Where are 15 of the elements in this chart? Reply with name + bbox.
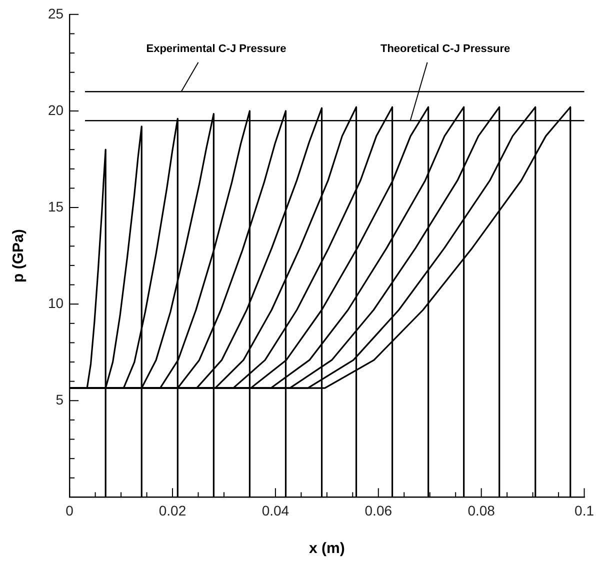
y-tick-label: 25 xyxy=(48,5,64,22)
x-tick-label: 0.08 xyxy=(468,502,496,518)
ref-line-label: Experimental C-J Pressure xyxy=(146,42,286,55)
y-tick-label: 20 xyxy=(48,102,64,118)
y-tick-label: 15 xyxy=(48,198,64,214)
y-tick-label: 5 xyxy=(56,392,64,408)
x-tick-label: 0.04 xyxy=(262,502,290,518)
x-tick-label: 0.06 xyxy=(364,502,392,518)
x-tick-label: 0.1 xyxy=(574,502,594,518)
y-axis-title: p (GPa) xyxy=(10,229,28,282)
ref-line-label: Theoretical C-J Pressure xyxy=(380,42,510,55)
x-axis-title: x (m) xyxy=(309,540,345,558)
x-tick-label: 0.02 xyxy=(158,502,186,518)
x-tick-label: 0 xyxy=(66,502,74,518)
y-tick-label: 10 xyxy=(48,294,64,311)
